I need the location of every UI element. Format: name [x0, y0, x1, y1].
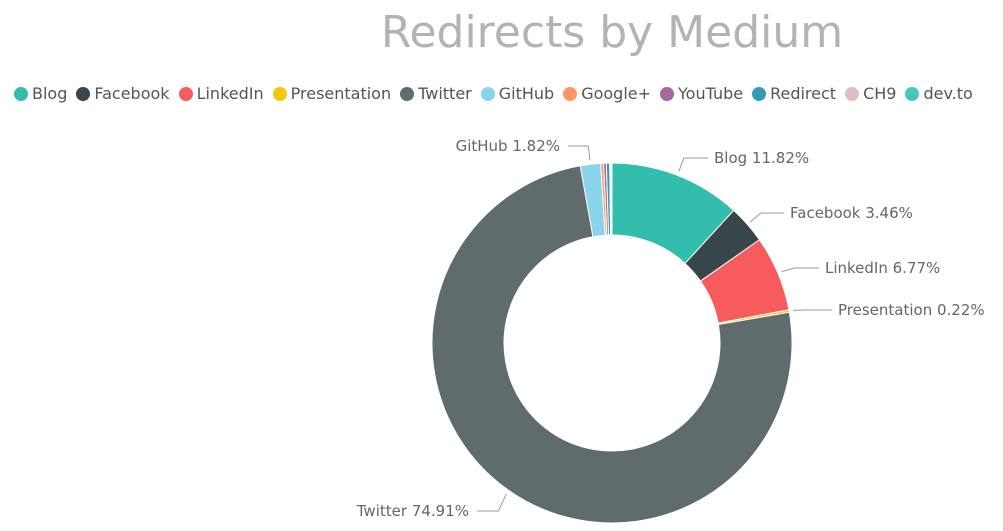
legend-label: Google+ [581, 84, 652, 103]
legend-label: Presentation [290, 84, 392, 103]
legend-swatch [845, 87, 860, 101]
legend-item-blog[interactable]: Blog [14, 84, 67, 104]
legend-swatch [905, 87, 920, 101]
legend-swatch [178, 87, 193, 101]
legend-label: LinkedIn [196, 84, 264, 103]
legend-label: GitHub [498, 84, 555, 103]
legend-item-google[interactable]: Google+ [563, 84, 651, 104]
data-label-github: GitHub 1.82% [456, 137, 560, 155]
leader-line-facebook [750, 212, 784, 223]
legend-swatch [752, 87, 767, 101]
legend-label: YouTube [678, 84, 744, 103]
legend-item-linkedin[interactable]: LinkedIn [178, 84, 264, 104]
legend-label: Redirect [770, 84, 837, 103]
leader-lines [477, 145, 832, 512]
slice-twitter[interactable] [431, 165, 793, 524]
legend-swatch [563, 87, 578, 101]
leader-line-github [568, 145, 591, 161]
legend-label: CH9 [863, 84, 897, 103]
legend-label: dev.to [923, 84, 973, 103]
legend-item-presentation[interactable]: Presentation [272, 84, 392, 104]
leader-line-linkedin [781, 267, 819, 273]
legend-item-facebook[interactable]: Facebook [76, 84, 170, 104]
legend-item-youtube[interactable]: YouTube [660, 84, 743, 104]
data-label-blog: Blog 11.82% [714, 149, 809, 167]
chart-title: Redirects by Medium [380, 7, 844, 58]
leader-line-twitter [477, 493, 507, 512]
legend-item-redirect[interactable]: Redirect [752, 84, 836, 104]
legend-item-ch9[interactable]: CH9 [845, 84, 896, 104]
legend-label: Twitter [418, 84, 472, 103]
legend-label: Facebook [94, 84, 170, 103]
data-label-facebook: Facebook 3.46% [790, 204, 913, 222]
legend-swatch [660, 87, 675, 101]
data-label-presentation: Presentation 0.22% [838, 301, 985, 319]
legend-swatch [400, 87, 415, 101]
chart-legend: Blog Facebook LinkedIn Presentation Twitter G… [14, 82, 982, 106]
slice-dev-to[interactable] [610, 162, 613, 236]
legend-item-twitter[interactable]: Twitter [400, 84, 472, 104]
leader-line-blog [678, 157, 708, 172]
data-labels: Blog 11.82% Facebook 3.46% LinkedIn 6.77% P… [356, 137, 985, 520]
donut-slices [431, 162, 793, 524]
data-label-linkedin: LinkedIn 6.77% [825, 259, 940, 277]
legend-item-dev-to[interactable]: dev.to [905, 84, 973, 104]
legend-swatch [14, 87, 28, 101]
legend-swatch [76, 87, 91, 101]
legend-swatch [480, 87, 495, 101]
legend-swatch [272, 87, 287, 101]
data-label-twitter: Twitter 74.91% [356, 502, 469, 520]
legend-item-github[interactable]: GitHub [480, 84, 555, 104]
legend-label: Blog [32, 84, 68, 103]
